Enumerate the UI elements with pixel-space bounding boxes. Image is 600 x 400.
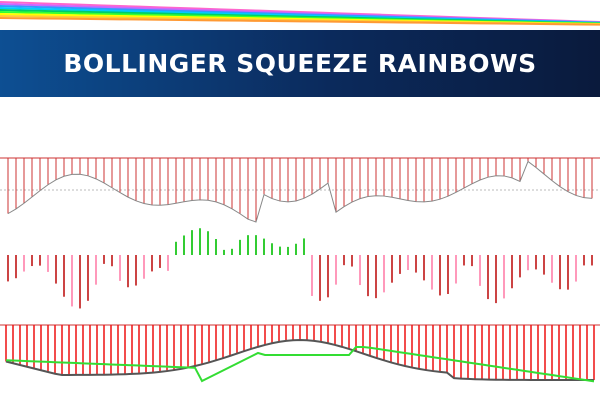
rainbow-line <box>0 17 600 26</box>
indicator-line <box>5 338 594 381</box>
signal-line <box>5 346 595 383</box>
banner: BOLLINGER SQUEEZE RAINBOWS <box>0 30 600 97</box>
banner-title: BOLLINGER SQUEEZE RAINBOWS <box>63 49 537 78</box>
indicator-line <box>7 160 593 223</box>
